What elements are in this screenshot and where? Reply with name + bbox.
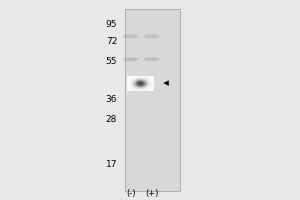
Text: 72: 72 xyxy=(106,37,117,46)
Ellipse shape xyxy=(143,57,160,61)
Ellipse shape xyxy=(122,57,139,61)
Ellipse shape xyxy=(122,34,139,39)
Text: 17: 17 xyxy=(106,160,117,169)
Ellipse shape xyxy=(143,34,160,39)
Text: (-): (-) xyxy=(126,189,135,198)
Text: 36: 36 xyxy=(106,95,117,104)
Text: (+): (+) xyxy=(145,189,158,198)
Bar xyxy=(124,9,180,191)
Text: 55: 55 xyxy=(106,57,117,66)
Text: 28: 28 xyxy=(106,115,117,124)
Text: 95: 95 xyxy=(106,20,117,29)
